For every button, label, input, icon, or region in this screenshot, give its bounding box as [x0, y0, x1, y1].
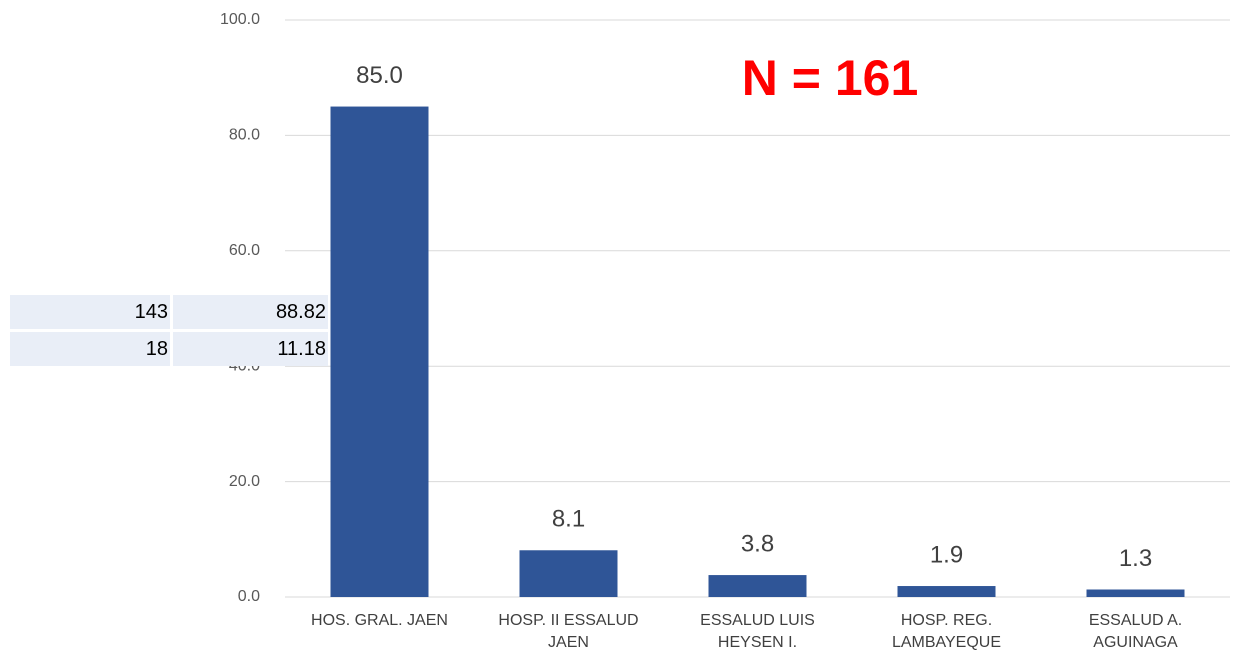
y-tick-label: 20.0	[229, 473, 260, 490]
y-tick-label: 60.0	[229, 242, 260, 259]
x-tick-label: ESSALUD A. AGUINAGA	[1088, 612, 1183, 651]
data-label: 85.0	[356, 62, 403, 89]
table-cell: 88.82	[173, 295, 328, 329]
data-label: 3.8	[741, 530, 774, 557]
bar	[519, 550, 618, 597]
bar	[897, 586, 996, 597]
x-tick-label: HOSP. II ESSALUD JAEN	[498, 612, 639, 651]
table-cell: 18	[10, 332, 170, 366]
bar	[708, 575, 807, 597]
bar	[1086, 589, 1185, 597]
table-cell: 11.18	[173, 332, 328, 366]
data-label: 1.3	[1119, 545, 1152, 572]
data-label: 1.9	[930, 541, 963, 568]
y-tick-label: 80.0	[229, 127, 260, 144]
x-tick-label: HOS. GRAL. JAEN	[311, 612, 448, 629]
x-tick-label: ESSALUD LUIS HEYSEN I.	[700, 612, 815, 651]
y-tick-label: 100.0	[220, 11, 260, 28]
x-tick-label: HOSP. REG. LAMBAYEQUE	[891, 612, 1002, 651]
table-cell: 143	[10, 295, 170, 329]
data-label: 8.1	[552, 506, 585, 533]
y-tick-label: 0.0	[238, 588, 260, 605]
annotation: N = 161	[742, 50, 919, 106]
bar	[330, 106, 429, 598]
